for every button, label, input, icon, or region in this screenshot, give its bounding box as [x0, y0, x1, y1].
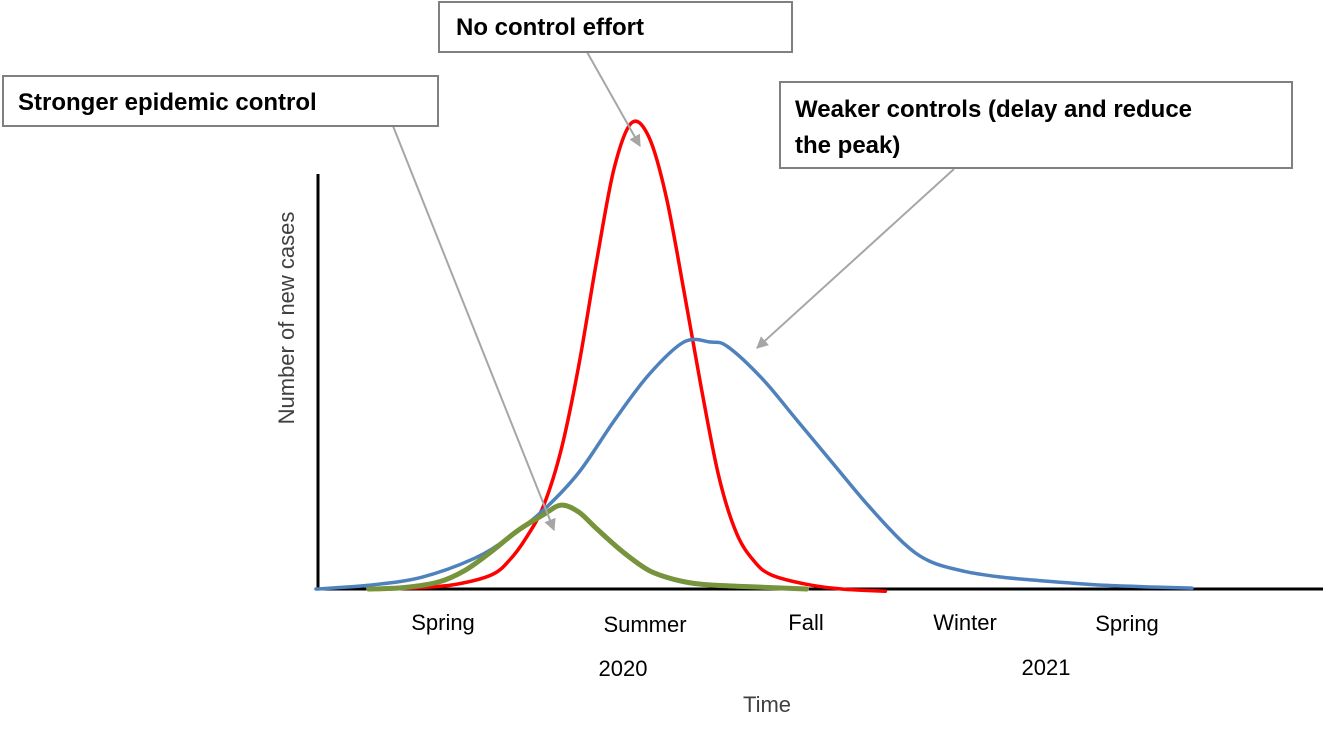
- callout-stronger-control-text: Stronger epidemic control: [18, 89, 317, 116]
- callout-weaker-controls-line2: the peak): [795, 132, 900, 159]
- x-tick-label: Fall: [788, 610, 823, 635]
- callout-no-control: No control effort: [438, 1, 793, 53]
- series-line-stronger-control: [366, 502, 810, 592]
- x-tick-label: Spring: [1095, 611, 1159, 636]
- callout-arrow-weaker-controls: [756, 168, 955, 349]
- callout-stronger-control: Stronger epidemic control: [2, 75, 439, 127]
- x-tick-label: Spring: [411, 610, 475, 635]
- y-axis-title: Number of new cases: [274, 212, 299, 425]
- callout-weaker-controls-line1: Weaker controls (delay and reduce: [795, 96, 1192, 123]
- callout-no-control-text: No control effort: [456, 14, 644, 41]
- year-label: 2020: [599, 656, 648, 681]
- x-tick-label: Winter: [933, 610, 997, 635]
- x-axis-title: Time: [743, 692, 791, 717]
- series-line-weaker-controls: [314, 337, 1194, 591]
- x-tick-label: Summer: [603, 612, 686, 637]
- series-line-no-control: [384, 119, 888, 594]
- year-label: 2021: [1022, 655, 1071, 680]
- callout-weaker-controls: Weaker controls (delay and reduce the pe…: [779, 81, 1293, 169]
- callout-arrow-no-control: [586, 51, 641, 148]
- callout-arrow-stronger-control: [392, 125, 556, 532]
